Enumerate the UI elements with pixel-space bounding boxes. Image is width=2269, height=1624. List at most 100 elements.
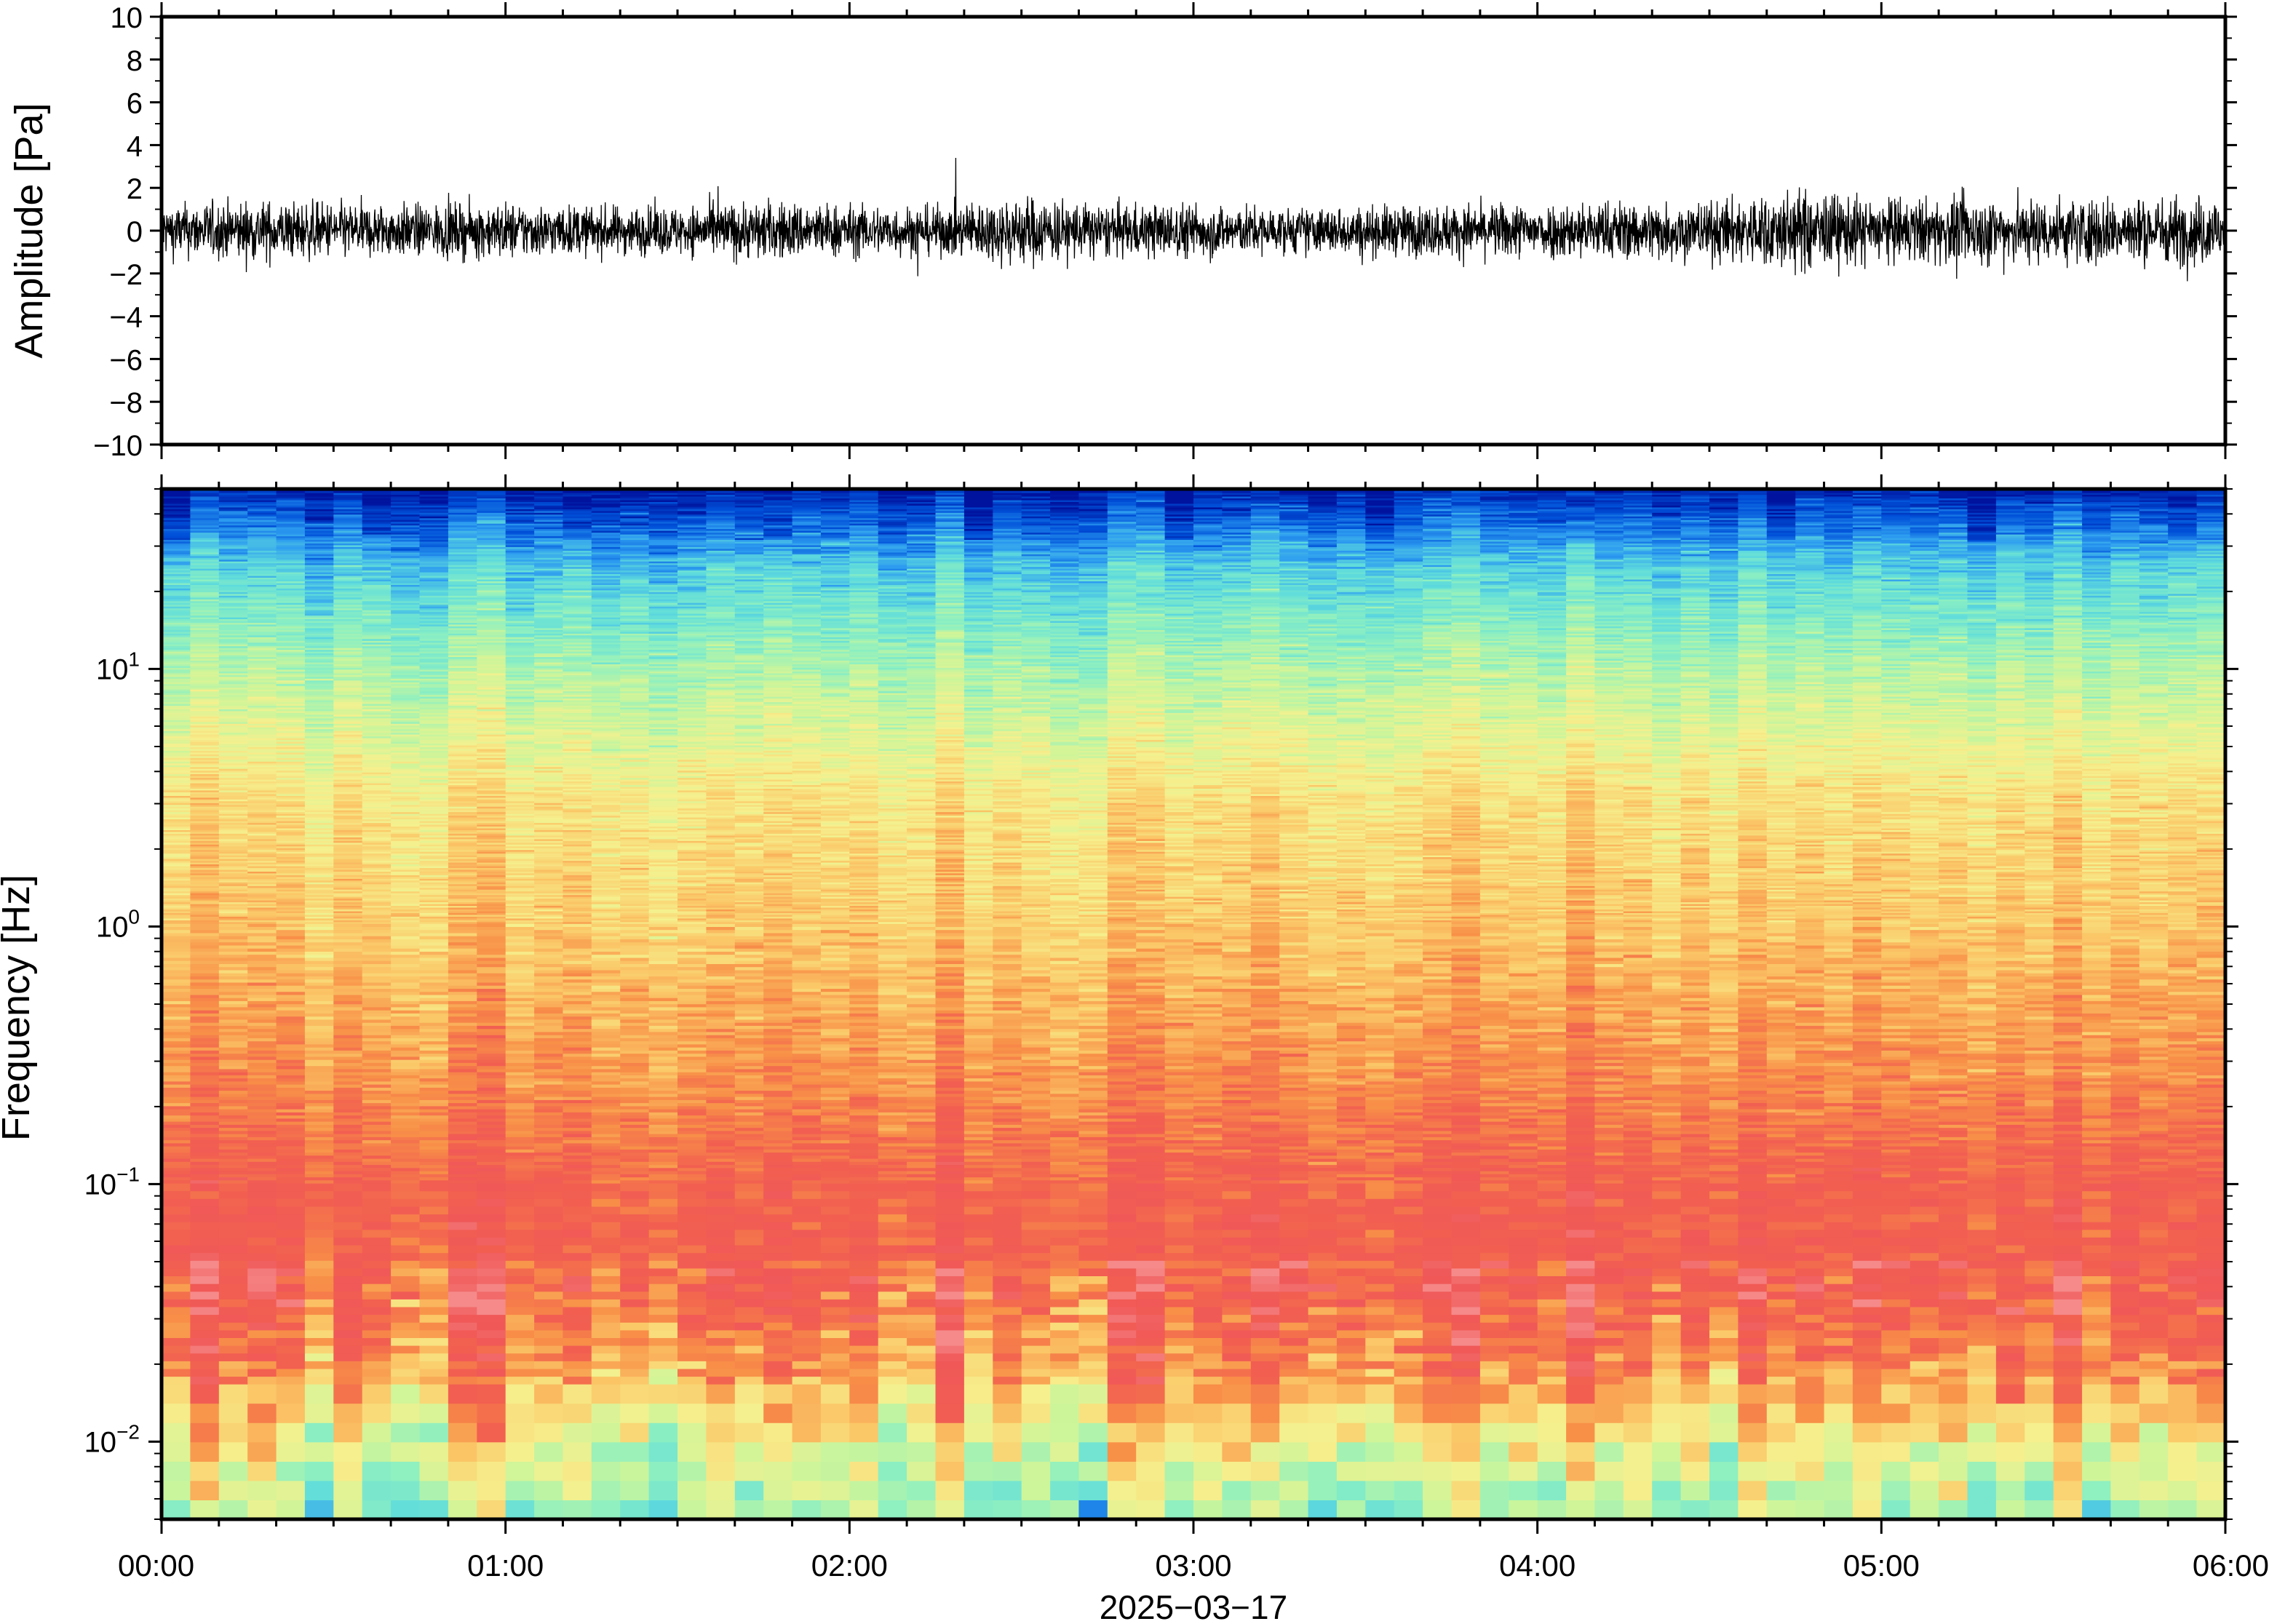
spectrogram-cell — [1222, 1322, 1252, 1331]
spectrogram-cell — [706, 1206, 736, 1215]
spectrogram-cell — [304, 1480, 334, 1500]
spectrogram-cell — [1766, 1102, 1796, 1107]
spectrogram-cell — [1566, 1124, 1596, 1129]
spectrogram-cell — [1738, 1267, 1768, 1276]
spectrogram-cell — [648, 1214, 678, 1222]
spectrogram-cell — [1795, 1198, 1825, 1207]
spectrogram-cell — [218, 1322, 248, 1331]
spectrogram-cell — [162, 1179, 191, 1184]
spectrogram-cell — [1766, 1291, 1796, 1299]
spectrogram-cell — [1852, 1090, 1882, 1094]
spectrogram-cell — [963, 1137, 993, 1141]
spectrogram-cell — [276, 1461, 306, 1481]
spectrogram-cell — [935, 1177, 965, 1181]
spectrogram-cell — [2024, 1329, 2054, 1338]
spectrogram-cell — [1394, 1109, 1423, 1112]
spectrogram-cell — [935, 1105, 965, 1110]
spectrogram-cell — [1795, 1291, 1825, 1299]
spectrogram-cell — [304, 1084, 334, 1088]
spectrogram-cell — [534, 1118, 564, 1122]
spectrogram-cell — [563, 1115, 592, 1119]
spectrogram-cell — [419, 1500, 449, 1520]
spectrogram-cell — [1136, 1322, 1166, 1331]
spectrogram-cell — [2024, 1345, 2054, 1354]
spectrogram-cell — [1164, 1149, 1194, 1153]
spectrogram-cell — [2168, 1376, 2198, 1385]
spectrogram-cell — [1594, 1314, 1624, 1323]
spectrogram-cell — [792, 1146, 822, 1150]
spectrogram-cell — [1250, 1124, 1280, 1129]
spectrogram-cell — [2139, 1152, 2169, 1156]
spectrogram-cell — [2139, 1109, 2169, 1112]
spectrogram-cell — [1164, 1161, 1194, 1166]
spectrogram-cell — [534, 1146, 564, 1150]
spectrogram-cell — [591, 1124, 621, 1129]
spectrogram-cell — [1078, 1152, 1108, 1156]
spectrogram-cell — [1250, 1099, 1280, 1104]
spectrogram-cell — [1795, 1403, 1825, 1423]
spectrogram-cell — [391, 1146, 421, 1150]
spectrogram-cell — [1423, 1121, 1453, 1125]
spectrogram-cell — [2196, 1299, 2226, 1307]
spectrogram-cell — [907, 1109, 937, 1112]
spectrogram-cell — [419, 1149, 449, 1153]
spectrogram-cell — [2024, 1480, 2054, 1500]
spectrogram-cell — [734, 1306, 764, 1315]
spectrogram-cell — [935, 1134, 965, 1137]
spectrogram-cell — [1021, 1167, 1051, 1171]
spectrogram-cell — [1594, 1121, 1624, 1125]
spectrogram-cell — [1709, 1353, 1738, 1361]
spectrogram-cell — [1336, 1155, 1366, 1159]
spectrogram-cell — [1594, 1183, 1624, 1192]
spectrogram-cell — [448, 1112, 477, 1116]
spectrogram-cell — [878, 1267, 907, 1276]
spectrogram-cell — [362, 1329, 392, 1338]
spectrogram-cell — [1222, 1461, 1252, 1481]
spectrogram-cell — [1795, 1422, 1825, 1443]
spectrogram-cell — [276, 1422, 306, 1443]
spectrogram-cell — [1852, 1124, 1882, 1129]
spectrogram-cell — [1222, 1480, 1252, 1500]
spectrogram-cell — [1995, 1291, 2025, 1299]
spectrogram-cell — [563, 1229, 592, 1238]
spectrogram-cell — [2024, 1149, 2054, 1153]
spectrogram-cell — [448, 1214, 477, 1222]
spectrogram-cell — [1680, 1152, 1710, 1156]
spectrogram-cell — [1279, 1275, 1309, 1284]
spectrogram-cell — [247, 1167, 277, 1171]
spectrogram-cell — [333, 1500, 363, 1520]
spectrogram-cell — [1164, 1283, 1194, 1292]
spectrogram-cell — [534, 1190, 564, 1199]
spectrogram-cell — [2082, 1345, 2112, 1354]
spectrogram-cell — [1738, 1222, 1768, 1230]
spectrogram-cell — [1078, 1183, 1108, 1192]
spectrogram-cell — [419, 1102, 449, 1107]
spectrogram-cell — [333, 1142, 363, 1147]
spectrogram-cell — [1164, 1291, 1194, 1299]
spectrogram-cell — [620, 1155, 650, 1159]
spectrogram-cell — [1021, 1222, 1051, 1230]
spectrogram-cell — [1852, 1190, 1882, 1199]
spectrogram-cell — [1623, 1084, 1653, 1088]
spectrogram-cell — [1680, 1127, 1710, 1131]
spectrogram-cell — [1222, 1177, 1252, 1181]
spectrogram-cell — [1050, 1214, 1080, 1222]
spectrogram-cell — [2053, 1149, 2083, 1153]
spectrogram-cell — [1078, 1306, 1108, 1315]
spectrogram-cell — [1479, 1139, 1509, 1144]
spectrogram-cell — [1709, 1096, 1738, 1100]
spectrogram-cell — [2168, 1174, 2198, 1178]
spectrogram-cell — [2110, 1121, 2140, 1125]
spectrogram-cell — [1222, 1384, 1252, 1404]
spectrogram-cell — [1537, 1306, 1567, 1315]
spectrogram-cell — [1680, 1275, 1710, 1284]
spectrogram-cell — [620, 1112, 650, 1116]
spectrogram-cell — [878, 1245, 907, 1254]
spectrogram-cell — [1365, 1322, 1395, 1331]
spectrogram-cell — [1967, 1345, 1997, 1354]
spectrogram-cell — [1136, 1283, 1166, 1292]
spectrogram-cell — [218, 1206, 248, 1215]
spectrogram-cell — [1995, 1183, 2025, 1192]
spectrogram-cell — [1136, 1299, 1166, 1307]
spectrogram-cell — [907, 1480, 937, 1500]
